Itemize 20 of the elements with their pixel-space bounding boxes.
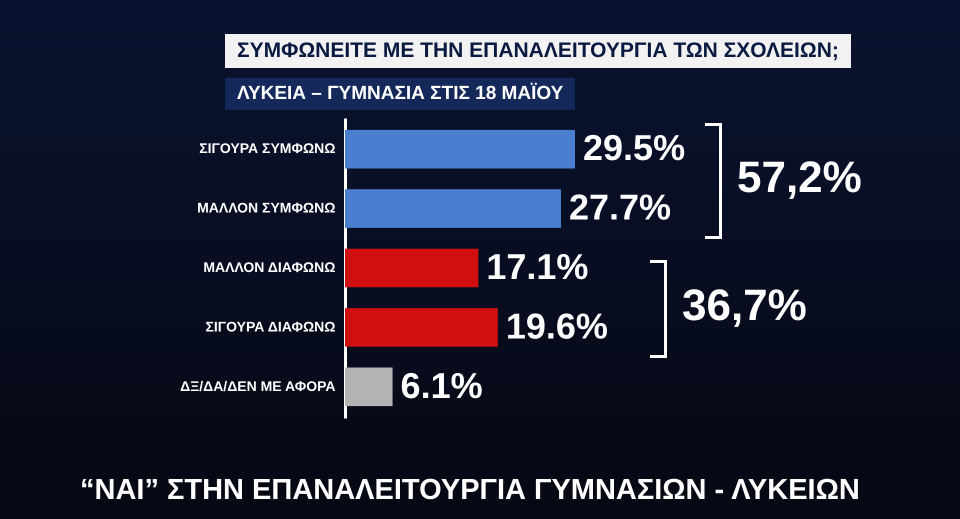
chart-subtitle: ΛΥΚΕΙΑ – ΓΥΜΝΑΣΙΑ ΣΤΙΣ 18 ΜΑΪΟΥ bbox=[225, 78, 576, 110]
y-tick-label: ΣΙΓΟΥΡΑ ΣΥΜΦΩΝΩ bbox=[199, 140, 336, 156]
data-label: 6.1% bbox=[400, 364, 483, 406]
text: 57,2% bbox=[737, 153, 862, 203]
y-tick-label: ΔΞ/ΔΑ/ΔΕΝ ΜΕ ΑΦΟΡΑ bbox=[180, 378, 336, 394]
bar bbox=[345, 189, 561, 228]
data-label: 19.6% bbox=[506, 305, 608, 346]
bar bbox=[345, 130, 575, 168]
y-tick-label: ΜΑΛΛΟΝ ΔΙΑΦΩΝΩ bbox=[203, 259, 336, 275]
data-label: 17.1% bbox=[486, 246, 588, 287]
chart-title: ΣΥΜΦΩΝΕΙΤΕ ΜΕ ΤΗΝ ΕΠΑΝΑΛΕΙΤΟΥΡΓΙΑ ΤΩΝ ΣΧΟΛΕΙΩΝ; bbox=[225, 34, 851, 68]
bar bbox=[345, 248, 478, 288]
data-label: 29.5% bbox=[583, 127, 686, 168]
y-tick-label: ΣΙΓΟΥΡΑ ΔΙΑΦΩΝΩ bbox=[205, 318, 336, 334]
text: “ΝΑΙ” ΣΤΗΝ ΕΠΑΝΑΛΕΙΤΟΥΡΓΙΑ ΓΥΜΝΑΣΙΩΝ - ΛΥΚΕΙΩΝ bbox=[80, 473, 860, 508]
data-label: 27.7% bbox=[568, 186, 672, 228]
bar bbox=[345, 368, 393, 406]
y-tick-label: ΜΑΛΛΟΝ ΣΥΜΦΩΝΩ bbox=[197, 200, 336, 216]
text: 36,7% bbox=[682, 281, 807, 331]
bar bbox=[345, 308, 498, 347]
